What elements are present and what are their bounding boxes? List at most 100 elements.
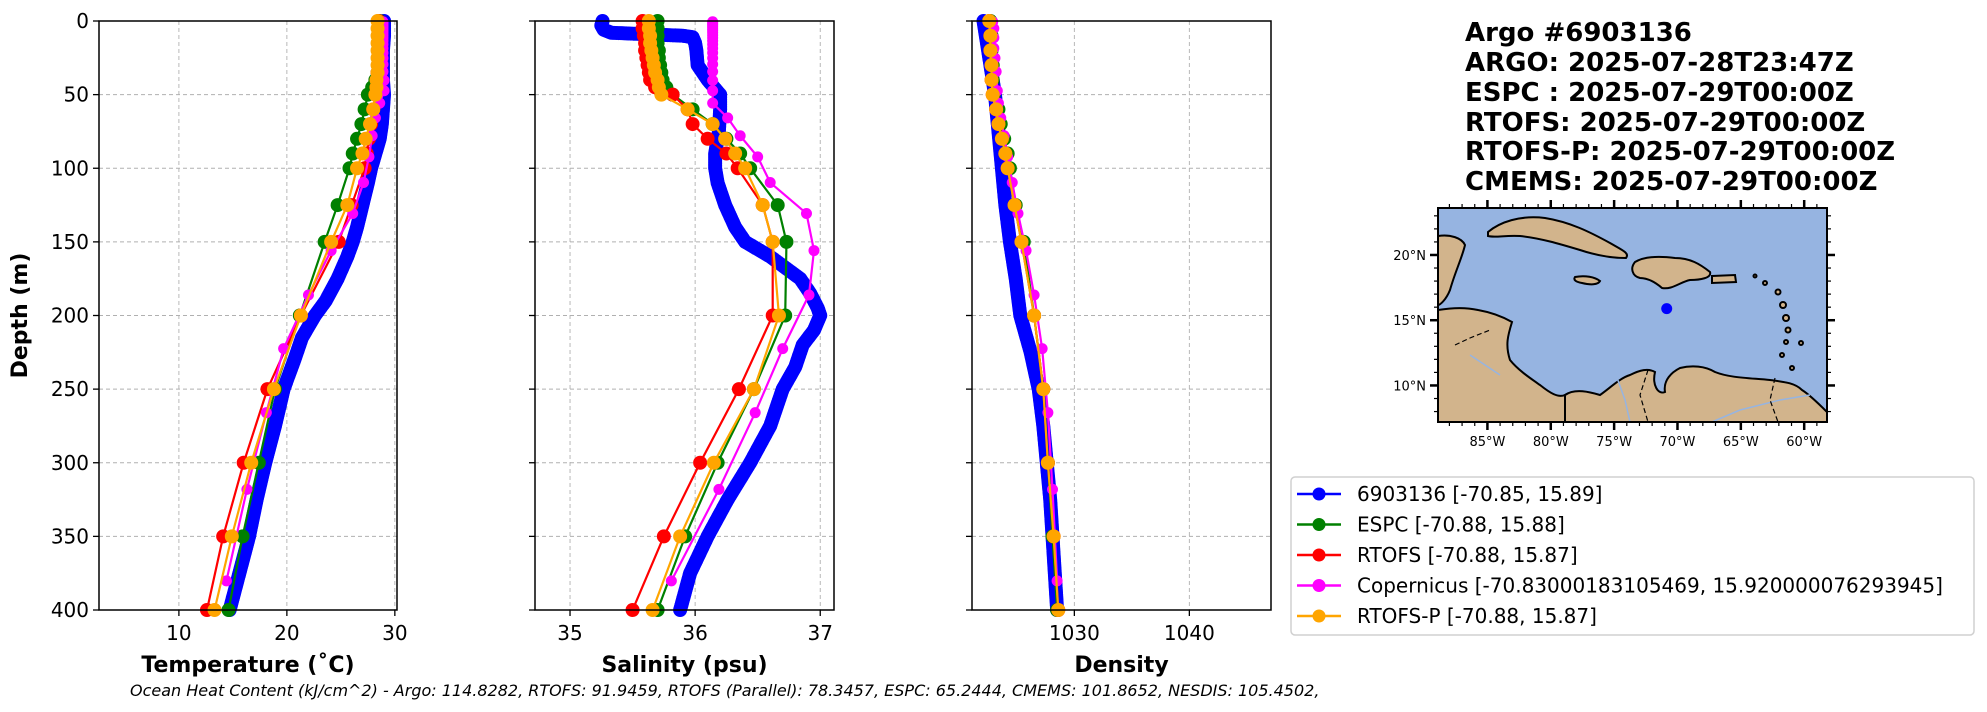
legend-label: ESPC [-70.88, 15.88]	[1357, 513, 1565, 537]
data-point	[345, 146, 360, 161]
data-point	[765, 234, 780, 249]
ocean-heat-content-text: Ocean Heat Content (kJ/cm^2) - Argo: 114…	[130, 681, 1319, 700]
data-point	[984, 72, 999, 87]
temperature-ytick-label: 100	[51, 156, 89, 180]
data-point	[266, 382, 281, 397]
legend-marker-icon	[1312, 609, 1326, 623]
data-point	[358, 177, 370, 189]
data-point	[706, 455, 721, 470]
legend-frame	[1290, 476, 1975, 636]
data-point	[707, 85, 719, 97]
info-espc-time: ESPC : 2025-07-29T00:00Z	[1465, 78, 1854, 108]
map-frame	[1437, 207, 1828, 423]
temperature-series-copernicus	[220, 16, 390, 587]
data-point	[779, 234, 794, 249]
data-point	[355, 146, 370, 161]
data-point	[707, 74, 719, 86]
data-point	[803, 289, 815, 301]
data-point	[1040, 455, 1055, 470]
data-point	[764, 177, 776, 189]
data-point	[340, 198, 355, 213]
map-borders	[1454, 329, 1779, 422]
data-point	[693, 455, 708, 470]
data-point	[1000, 161, 1015, 176]
data-point	[665, 575, 677, 587]
data-point	[220, 575, 232, 587]
density-axis-label: Density	[1074, 653, 1168, 678]
data-point	[983, 28, 998, 43]
temperature-series-rtofs-p	[207, 14, 385, 617]
data-point	[363, 117, 378, 132]
data-point	[278, 343, 290, 355]
legend-marker-icon	[1312, 487, 1326, 501]
data-point	[1014, 234, 1029, 249]
data-point	[777, 343, 789, 355]
salinity-xtick-label: 37	[808, 621, 833, 645]
data-point	[1036, 382, 1051, 397]
info-cmems-time: CMEMS: 2025-07-29T00:00Z	[1465, 167, 1877, 197]
data-point	[771, 308, 786, 323]
temperature-ytick-label: 50	[64, 83, 89, 107]
data-point	[998, 146, 1013, 161]
float-location-marker	[1661, 303, 1673, 315]
data-point	[749, 407, 761, 419]
map-ticks: 85°W 80°W 75°W 70°W 65°W 60°W 10°N 15°N 20°N	[1393, 200, 1835, 450]
data-point	[770, 198, 785, 213]
data-point	[324, 234, 339, 249]
legend-label: Copernicus [-70.83000183105469, 15.92000…	[1357, 574, 1943, 598]
legend-item: RTOFS-P [-70.88, 15.87]	[1297, 604, 1597, 628]
data-point	[718, 131, 733, 146]
land-puerto-rico	[1711, 273, 1738, 285]
salinity-series-rtofs-p	[641, 14, 786, 617]
map-rivers	[1469, 354, 1811, 422]
data-point	[989, 102, 1004, 117]
data-point	[722, 112, 734, 124]
data-point	[734, 130, 746, 142]
data-point	[713, 483, 725, 495]
data-point	[1006, 177, 1018, 189]
salinity-xtick-label: 35	[557, 621, 582, 645]
map-lon-label: 75°W	[1596, 435, 1632, 450]
data-point	[1027, 308, 1042, 323]
legend-item: ESPC [-70.88, 15.88]	[1297, 513, 1565, 537]
temperature-xtick-label: 20	[274, 621, 299, 645]
map-lat-label: 15°N	[1393, 314, 1426, 329]
legend-marker-icon	[1312, 518, 1326, 531]
temperature-axis-label: Temperature (˚C)	[141, 653, 354, 678]
legend-label: RTOFS-P [-70.88, 15.87]	[1357, 604, 1597, 628]
legend-item: 6903136 [-70.85, 15.89]	[1297, 482, 1602, 506]
land-cuba	[1487, 216, 1628, 260]
data-point	[656, 529, 671, 544]
map-lon-label: 60°W	[1786, 435, 1822, 450]
legend-marker-icon	[1312, 548, 1326, 562]
temperature-xtick-label: 10	[166, 621, 191, 645]
data-point	[984, 58, 999, 73]
data-point	[728, 146, 743, 161]
data-point	[991, 117, 1006, 132]
data-point	[755, 198, 770, 213]
data-point	[705, 117, 720, 132]
data-point	[1007, 198, 1022, 213]
land-lesser-antilles	[1752, 273, 1804, 371]
temperature-ytick-label: 400	[51, 598, 89, 622]
temperature-ytick-label: 0	[76, 9, 89, 33]
land-hispaniola	[1631, 255, 1712, 290]
data-point	[752, 151, 764, 163]
legend-label: 6903136 [-70.85, 15.89]	[1357, 482, 1602, 506]
map-lon-label: 80°W	[1533, 435, 1569, 450]
map-lon-label: 85°W	[1469, 435, 1505, 450]
data-point	[983, 43, 998, 58]
data-point	[673, 529, 688, 544]
info-argo-time: ARGO: 2025-07-28T23:47Z	[1465, 48, 1854, 78]
density-panel: 1030 1040 Density	[966, 14, 1272, 678]
temperature-ytick-label: 300	[51, 451, 89, 475]
depth-axis-label: Depth (m)	[8, 253, 33, 379]
temperature-xtick-label: 30	[382, 621, 407, 645]
data-point	[224, 529, 239, 544]
data-point	[731, 382, 746, 397]
map-lat-label: 20°N	[1393, 249, 1426, 264]
map-land	[1438, 216, 1827, 422]
data-point	[293, 308, 308, 323]
